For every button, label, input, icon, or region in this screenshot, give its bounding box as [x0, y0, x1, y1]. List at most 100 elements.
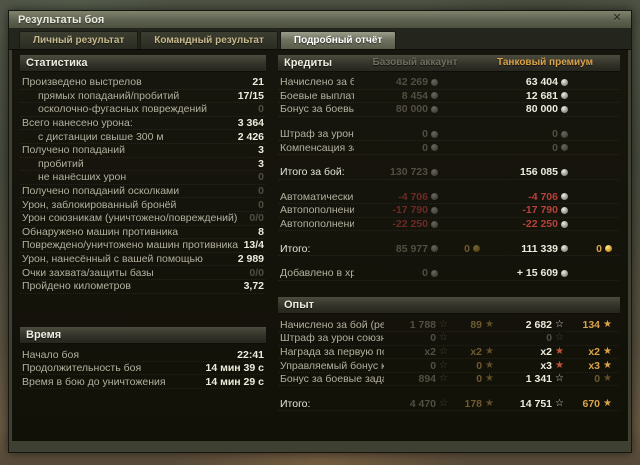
value-cell: 0 ☆	[384, 332, 448, 344]
value-cell: x3 ★	[564, 360, 612, 372]
row-label: Штраф за урон союзникам	[280, 332, 384, 345]
window-titlebar[interactable]: Результаты боя ✕	[9, 11, 631, 29]
row-value: 22:41	[237, 348, 264, 361]
value-cell: 0	[354, 267, 438, 279]
cell-value: x3	[588, 359, 601, 372]
credits-icon	[561, 144, 568, 152]
value-cell: 0 ☆	[384, 360, 448, 372]
row-label: Начало боя	[22, 348, 80, 361]
cell-value: -22 250	[522, 218, 558, 231]
cell-value: 0	[464, 242, 470, 255]
left-column: Статистика Произведено выстрелов 21 прямых…	[20, 55, 266, 437]
xp-icon: ☆	[439, 332, 448, 344]
premium-account-column-header: Танковый премиум	[496, 57, 593, 68]
row-label: пробитий	[38, 157, 84, 170]
row-label: Боевые выплаты	[280, 89, 354, 102]
credits-icon	[431, 269, 438, 277]
cell-value: -17 790	[392, 204, 428, 217]
tab-personal-result[interactable]: Личный результат	[19, 31, 139, 49]
value-cell: x2 ★	[448, 346, 494, 358]
value-cell: 156 085	[480, 166, 568, 178]
row-value: 0	[258, 171, 264, 184]
value-cell: 63 404	[480, 76, 568, 88]
row-label: Штраф за урон союзникам	[280, 128, 354, 141]
credits-icon	[431, 130, 438, 138]
table-row: Получено попаданий 3	[20, 144, 266, 158]
table-row: Урон, нанесённый с вашей помощью 2 989	[20, 253, 266, 267]
credits-section-header: Кредиты Базовый аккаунт Танковый премиум	[278, 55, 620, 72]
xp-icon: ☆	[439, 373, 448, 385]
value-cell: 89 ★	[448, 319, 494, 331]
cell-value: 178	[464, 397, 483, 410]
value-cell: 0 ★	[448, 373, 494, 385]
credits-icon	[561, 269, 568, 277]
cell-value: 0	[476, 359, 483, 372]
cell-value: 0	[430, 359, 437, 372]
value-cell: x2 ★	[494, 346, 564, 358]
cell-value: 14 751	[519, 397, 553, 410]
xp-table: Начислено за бой (рекорд)1 788☆89★2 682☆…	[278, 318, 620, 411]
row-label: Автоматический ремонт техники	[280, 190, 354, 203]
free-xp-icon: ★	[603, 397, 612, 409]
row-label: Урон союзникам (уничтожено/повреждений)	[22, 212, 238, 225]
row-label: Управляемый бонус к опыту	[280, 359, 384, 372]
value-cell: 178 ★	[448, 397, 495, 410]
row-label: Автопополнение боекомплекта	[280, 204, 354, 217]
cell-value: 0	[594, 373, 601, 386]
value-cell: -4 706	[354, 191, 438, 203]
xp-icon: ☆	[555, 332, 564, 344]
row-value: 3 364	[237, 117, 264, 130]
cell-value: 130 723	[390, 166, 428, 179]
cell-value: 12 681	[525, 89, 558, 102]
cell-value: 0	[422, 267, 428, 280]
base-account-column-header: Базовый аккаунт	[372, 57, 458, 68]
value-cell: 134 ★	[564, 318, 613, 331]
value-cell: 0 ★	[448, 360, 494, 372]
value-cell: 80 000	[354, 103, 438, 115]
row-value: 0/0	[249, 266, 264, 279]
cell-value: 134	[582, 318, 601, 331]
table-row: Обнаружено машин противника 8	[20, 226, 266, 240]
cell-value: 0	[596, 242, 602, 255]
row-label: Добавлено в хранилище кредитов	[280, 267, 354, 280]
time-table: Начало боя 22:41 Продолжительность боя 14 м…	[20, 348, 266, 389]
cell-value: 8 454	[401, 89, 428, 102]
value-cell: 0	[480, 142, 568, 154]
free-xp-icon: ★	[603, 373, 612, 385]
cell-value: 0	[552, 128, 558, 141]
table-row: Автопополнение боекомплекта -17 790 -17 79…	[278, 204, 620, 218]
row-label: Начислено за бой (рекорд)	[280, 318, 384, 331]
cell-value: -4 706	[528, 190, 558, 203]
value-cell: -22 250	[480, 218, 568, 230]
value-cell: 0	[354, 128, 438, 140]
cell-value: -22 250	[392, 218, 428, 231]
tab-detailed-report[interactable]: Подробный отчёт	[279, 31, 397, 49]
row-value: 14 мин 29 с	[205, 375, 264, 388]
table-row: Итого: 85 977 0 111 339 0	[278, 242, 620, 256]
row-value: 3	[258, 157, 264, 170]
value-cell: + 15 609	[480, 267, 568, 279]
table-row: Урон, заблокированный бронёй 0	[20, 198, 266, 212]
close-icon[interactable]: ✕	[612, 12, 622, 24]
statistics-table: Произведено выстрелов 21 прямых попаданий/…	[20, 76, 266, 294]
free-xp-icon: ★	[603, 345, 612, 357]
credits-icon	[561, 193, 568, 201]
table-row: Итого: 4 470 ☆ 178 ★ 14 751 ☆ 670 ★	[278, 397, 620, 411]
row-value: 2 989	[237, 253, 264, 266]
free-xp-icon: ★	[603, 359, 612, 371]
row-label: Итого:	[280, 242, 311, 255]
credits-icon	[431, 206, 438, 214]
row-label: Итого:	[280, 397, 311, 410]
cell-value: 0	[552, 141, 558, 154]
credits-icon	[561, 92, 568, 100]
tab-team-result[interactable]: Командный результат	[140, 31, 278, 49]
cell-value: 0	[422, 128, 428, 141]
credits-icon	[561, 220, 568, 228]
cell-value: 2 682	[525, 318, 553, 331]
value-cell: -17 790	[480, 204, 568, 216]
row-label: Повреждено/уничтожено машин противника	[22, 239, 239, 252]
table-row: Автоматический ремонт техники -4 706 -4 70…	[278, 191, 620, 205]
xp-icon: ☆	[555, 373, 564, 385]
cell-value: 1 788	[409, 318, 437, 331]
